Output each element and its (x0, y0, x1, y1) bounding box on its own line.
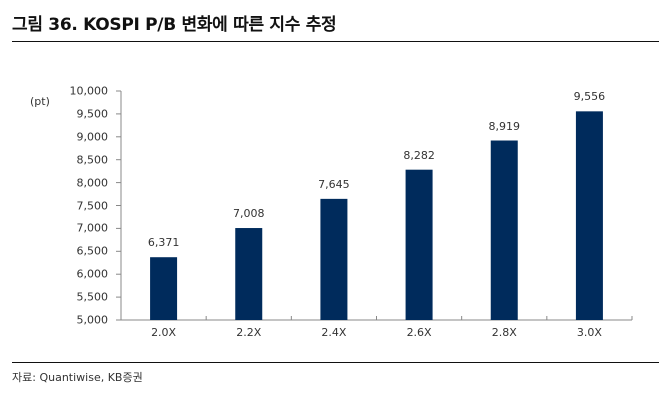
x-category-label: 3.0X (576, 326, 602, 339)
y-axis-unit: (pt) (30, 95, 50, 108)
y-tick: 9,500 (76, 107, 109, 121)
bar-value-label: 7,008 (233, 207, 265, 221)
bar (490, 140, 518, 320)
bar (405, 169, 433, 320)
bar (575, 111, 603, 320)
y-tick: 6,000 (76, 267, 109, 281)
y-tick: 8,000 (76, 176, 109, 190)
bar-value-label: 9,556 (573, 90, 606, 104)
x-category-label: 2.4X (321, 326, 347, 339)
y-tick: 7,500 (76, 199, 109, 213)
bar-value-label: 6,371 (147, 236, 180, 250)
bar-value-label: 7,645 (318, 177, 350, 191)
x-category-label: 2.8X (491, 326, 517, 339)
bar-value-label: 8,919 (488, 119, 521, 133)
bar-value-label: 8,282 (403, 148, 435, 162)
x-category-label: 2.6X (406, 326, 432, 339)
chart-title: 그림 36. KOSPI P/B 변화에 따른 지수 추정 (12, 15, 337, 35)
y-tick: 10,000 (69, 84, 109, 98)
y-tick: 7,000 (76, 221, 109, 235)
title-divider (12, 41, 659, 42)
y-axis-ticks: 10,000 9,500 9,000 8,500 8,000 7,500 7,0… (48, 0, 109, 406)
y-tick: 9,000 (76, 130, 109, 144)
footer-divider (12, 362, 659, 363)
x-category-label: 2.0X (151, 326, 177, 339)
y-tick: 6,500 (76, 244, 109, 258)
y-tick: 5,500 (76, 290, 109, 304)
bar (235, 228, 263, 320)
y-tick: 5,000 (76, 313, 109, 327)
y-tick: 8,500 (76, 153, 109, 167)
source-note: 자료: Quantiwise, KB증권 (12, 371, 143, 384)
bar (150, 257, 178, 320)
x-category-label: 2.2X (236, 326, 262, 339)
bar (320, 198, 348, 320)
